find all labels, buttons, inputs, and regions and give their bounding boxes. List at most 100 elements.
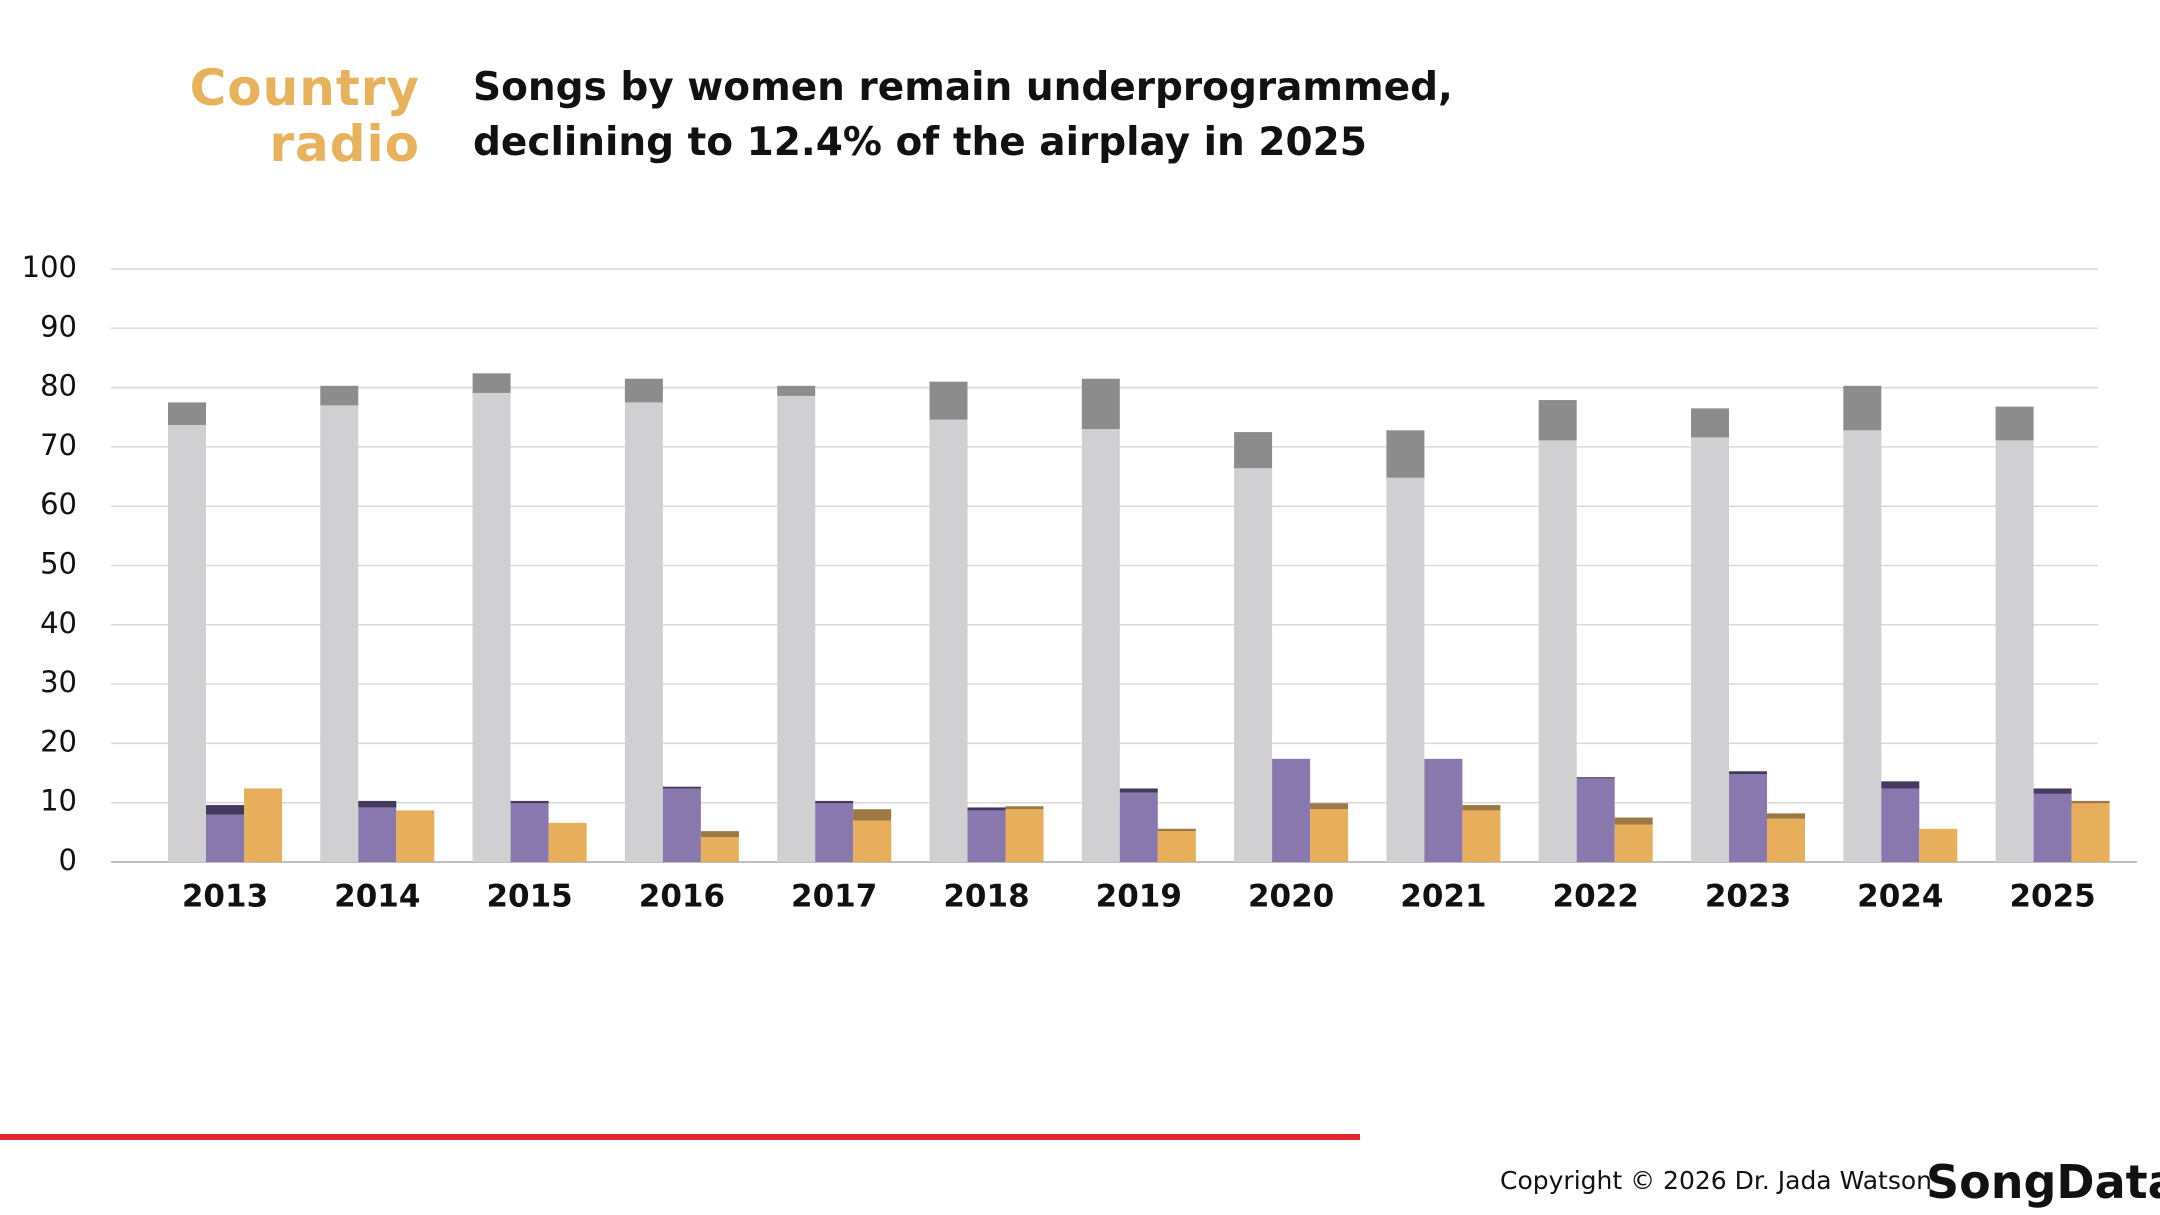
bar-segment — [1234, 468, 1273, 862]
bar-segment — [1386, 477, 1425, 862]
bar-segment — [1386, 430, 1425, 478]
bar-segment — [1767, 818, 1805, 862]
bar-segment — [929, 381, 968, 420]
bar-segment — [244, 788, 282, 862]
bar-segment — [1234, 432, 1273, 469]
bar-segment — [624, 402, 663, 862]
bar-segment — [929, 419, 968, 862]
bar-segment — [1272, 758, 1311, 862]
bar-segment — [662, 786, 701, 789]
bar-segment — [1614, 817, 1653, 825]
bar-segment — [510, 803, 549, 862]
x-tick-label: 2016 — [639, 879, 725, 915]
y-tick-label: 50 — [40, 547, 77, 581]
bar-segment — [1310, 809, 1349, 862]
x-tick-label: 2017 — [791, 879, 877, 915]
bar-segment — [777, 385, 816, 396]
bar-segment — [1157, 831, 1196, 862]
bar-segment — [2033, 793, 2072, 862]
bar-segment — [168, 424, 206, 862]
bar-segment — [1157, 828, 1196, 832]
bar-segment — [815, 800, 854, 804]
bar-segment — [853, 809, 892, 821]
bar-segment — [1081, 378, 1120, 430]
y-tick-label: 40 — [40, 606, 77, 640]
y-tick-label: 20 — [40, 724, 77, 758]
bar-segment — [1691, 408, 1729, 438]
bar-segment — [1995, 406, 2034, 441]
x-tick-label: 2015 — [486, 879, 572, 915]
y-tick-label: 0 — [59, 843, 77, 877]
bar-segment — [1119, 792, 1158, 862]
y-tick-label: 90 — [40, 309, 77, 343]
bar-segment — [1691, 437, 1729, 862]
y-tick-label: 60 — [40, 487, 77, 521]
bar-segment — [510, 800, 549, 804]
bar-segment — [624, 378, 663, 403]
bar-segment — [1119, 788, 1158, 793]
bar-segment — [967, 810, 1006, 862]
x-tick-label: 2023 — [1705, 879, 1791, 915]
bar-segment — [967, 807, 1006, 811]
bar-segment — [1729, 771, 1767, 775]
bar-segment — [472, 392, 511, 862]
bar-segment — [1310, 803, 1349, 810]
bar-segment — [206, 805, 244, 815]
y-tick-label: 30 — [40, 665, 77, 699]
divider — [0, 1134, 1360, 1140]
bar-segment — [206, 814, 244, 862]
bar-segment — [2071, 800, 2110, 804]
x-tick-label: 2019 — [1096, 879, 1182, 915]
y-tick-label: 100 — [22, 250, 77, 284]
logo: SongData — [1926, 1155, 2160, 1209]
bar-segment — [1881, 781, 1920, 789]
bar-segment — [396, 810, 435, 862]
bar-segment — [2033, 788, 2072, 794]
y-tick-label: 80 — [40, 369, 77, 403]
bar-segment — [358, 807, 397, 862]
bar-segment — [1005, 809, 1044, 862]
bar-segment — [777, 395, 816, 862]
bar-segment — [1995, 440, 2034, 862]
bar-segment — [1729, 774, 1767, 862]
bar-segment — [700, 831, 739, 838]
x-tick-label: 2024 — [1857, 879, 1943, 915]
bar-segment — [168, 402, 206, 425]
bar-segment — [1538, 440, 1577, 862]
bar-segment — [815, 803, 854, 862]
bar-segment — [1881, 788, 1920, 862]
x-tick-label: 2022 — [1553, 879, 1639, 915]
bar-segment — [662, 788, 701, 862]
bar-segment — [320, 385, 359, 406]
x-tick-label: 2018 — [943, 879, 1029, 915]
bar-segment — [1005, 806, 1044, 810]
bar-segment — [1576, 777, 1615, 779]
bar-segment — [1462, 805, 1501, 811]
y-tick-label: 10 — [40, 784, 77, 818]
y-tick-label: 70 — [40, 428, 77, 462]
copyright: Copyright © 2026 Dr. Jada Watson — [1500, 1166, 1932, 1195]
chart-title: Songs by women remain underprogrammed, d… — [473, 65, 1453, 165]
bar-segment — [472, 373, 511, 393]
x-tick-label: 2013 — [182, 879, 268, 915]
x-tick-label: 2025 — [2009, 879, 2095, 915]
bar-segment — [1081, 429, 1120, 862]
bar-segment — [2071, 803, 2110, 862]
bar-segment — [1843, 385, 1882, 431]
bar-segment — [358, 800, 397, 808]
bar-segment — [853, 820, 892, 862]
bar-segment — [1424, 758, 1463, 862]
bar-segment — [1538, 400, 1577, 441]
chart: 0 10 20 30 40 50 60 70 80 90 100 2013 2014 2015 2016 20… — [22, 250, 2137, 915]
bar-segment — [700, 837, 739, 862]
bar-segment — [1919, 828, 1958, 862]
bar-segment — [1767, 813, 1805, 819]
x-tick-label: 2014 — [334, 879, 420, 915]
bar-segment — [1576, 778, 1615, 862]
bar-segment — [1462, 810, 1501, 862]
bar-segment — [1843, 430, 1882, 862]
bar-segment — [1614, 824, 1653, 862]
bar-segment — [320, 405, 359, 862]
bar-segment — [548, 822, 587, 862]
